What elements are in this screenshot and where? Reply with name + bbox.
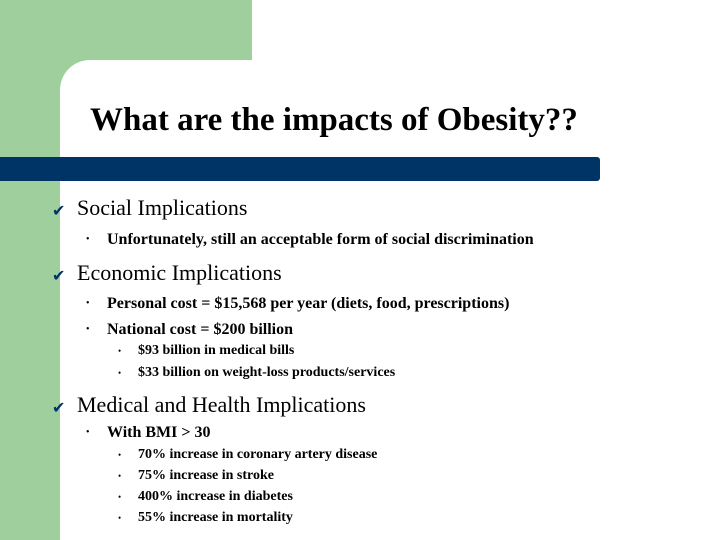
section-heading: Medical and Health Implications [77,392,366,417]
bullet-dot-icon: • [118,450,122,460]
bullet-dot-icon: • [118,492,122,502]
title-underline-bar [0,157,600,181]
section-heading: Economic Implications [77,260,282,285]
bullet-dot-icon: • [118,471,122,481]
bullet-dot-icon: • [86,427,90,438]
checkmark-bullet-icon: ✔ [52,201,66,220]
bullet-dot-icon: • [86,324,90,335]
slide-title: What are the impacts of Obesity?? [90,102,578,138]
checkmark-bullet-icon: ✔ [52,398,66,417]
section-heading: Social Implications [77,195,248,220]
content-panel [60,60,720,540]
bullet-dot-icon: • [118,513,122,523]
checkmark-bullet-icon: ✔ [52,266,66,285]
bullet-dot-icon: • [86,298,90,309]
bullet-dot-icon: • [86,234,90,245]
bullet-dot-icon: • [118,368,122,378]
bullet-dot-icon: • [118,346,122,356]
